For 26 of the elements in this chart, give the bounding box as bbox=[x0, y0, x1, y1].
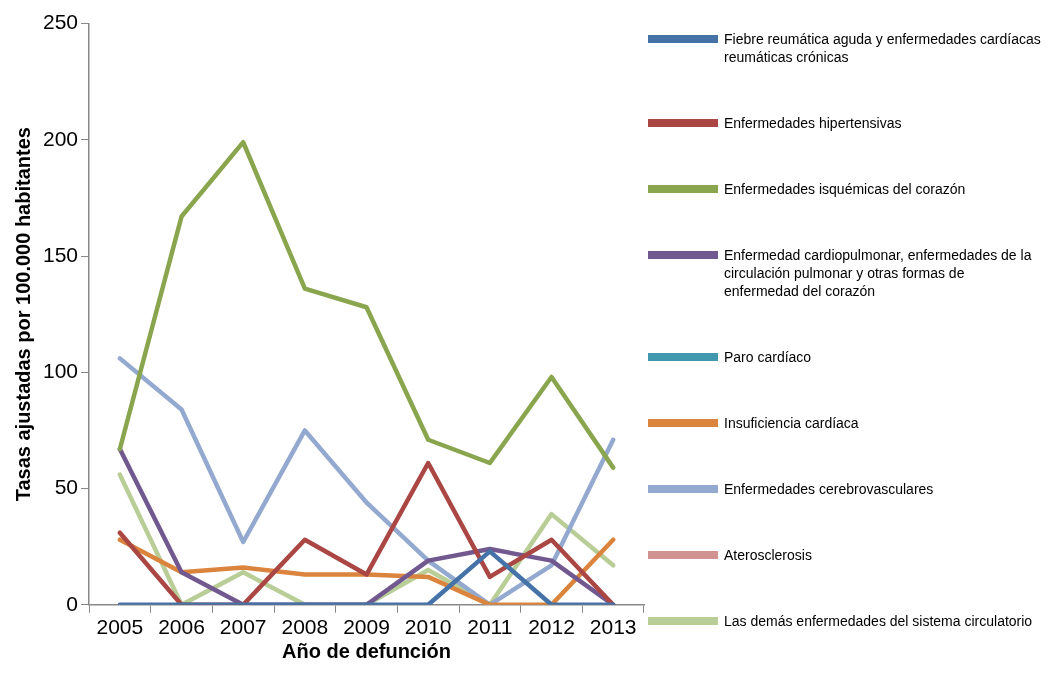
legend-label: Enfermedades hipertensivas bbox=[724, 114, 902, 132]
y-tick-label: 100 bbox=[42, 359, 79, 383]
x-tick-label: 2010 bbox=[404, 615, 452, 639]
y-tick-label: 150 bbox=[42, 242, 79, 266]
x-tick-label: 2005 bbox=[96, 615, 144, 639]
y-tick-label: 200 bbox=[42, 126, 79, 150]
x-tick-label: 2006 bbox=[158, 615, 205, 639]
legend-label: Enfermedades isquémicas del corazón bbox=[724, 180, 966, 198]
legend-label: Insuficiencia cardíaca bbox=[724, 414, 859, 432]
x-tick-label: 2013 bbox=[589, 615, 637, 639]
legend-label: Enfermedades cerebrovasculares bbox=[724, 480, 934, 498]
legend-label: Fiebre reumática aguda y enfermedades cardíacas reumáticas crónicas bbox=[724, 30, 1042, 66]
y-tick-label: 250 bbox=[42, 10, 79, 34]
legend-label: Enfermedad cardiopulmonar, enfermedades de la circulación pulmonar y otras formas de enfermedad del corazón bbox=[724, 246, 1033, 300]
x-tick-label: 2008 bbox=[281, 615, 329, 639]
y-axis-title: Tasas ajustadas por 100.000 habitantes bbox=[11, 127, 34, 502]
y-tick-label: 0 bbox=[66, 591, 79, 615]
legend-label: Las demás enfermedades del sistema circulatorio bbox=[724, 612, 1033, 630]
x-tick-label: 2012 bbox=[528, 615, 575, 639]
legend-label: Paro cardíaco bbox=[724, 348, 812, 366]
x-axis-title: Año de defunción bbox=[282, 639, 451, 662]
y-tick-label: 50 bbox=[54, 475, 79, 499]
legend-label: Aterosclerosis bbox=[724, 546, 812, 564]
x-tick-label: 2007 bbox=[219, 615, 267, 639]
x-tick-label: 2011 bbox=[467, 615, 513, 639]
x-tick-label: 2009 bbox=[343, 615, 390, 639]
